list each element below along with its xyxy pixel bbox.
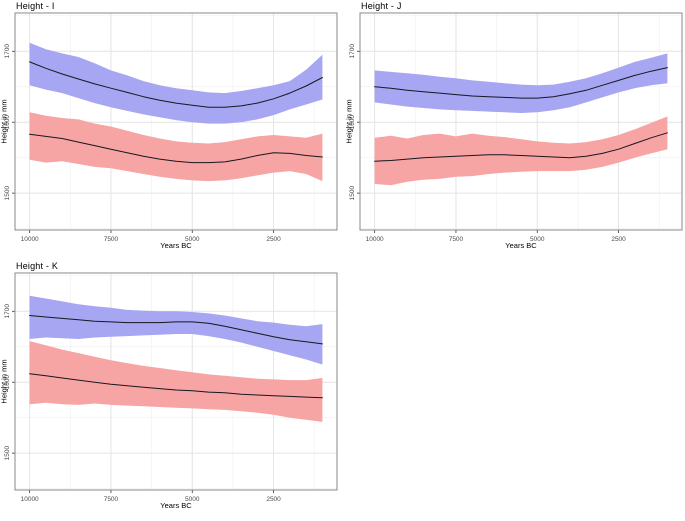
x-tick-label: 2500	[611, 236, 626, 243]
x-tick-label: 2500	[266, 236, 281, 243]
confidence-band-blue-band	[29, 295, 323, 365]
chart-height-k: Height - K Height in mm 10000 7500 5000 250…	[0, 260, 345, 521]
y-tick-label: 1600	[4, 115, 11, 130]
chart-title: Height - J	[361, 1, 402, 11]
plot-panel: 10000 7500 5000 2500 1500 1600 1700	[4, 272, 338, 503]
x-tick-label: 10000	[366, 236, 384, 243]
x-tick-label: 7500	[449, 236, 464, 243]
confidence-band-red-band	[374, 116, 668, 186]
mean-line-blue-band	[29, 315, 323, 345]
confidence-band-red-band	[29, 112, 323, 182]
x-tick-label: 5000	[185, 236, 200, 243]
mean-line-red-band	[29, 373, 323, 399]
x-tick-label: 7500	[104, 496, 119, 503]
chart-height-j: Height - J Height in mm 10000 7500 5000 250…	[345, 0, 685, 260]
panel-border	[14, 12, 338, 231]
y-tick-label: 1600	[4, 375, 11, 390]
x-tick-label: 2500	[266, 496, 281, 503]
y-tick-label: 1500	[4, 446, 11, 461]
gridlines	[360, 13, 682, 230]
mean-line-red-band	[29, 133, 323, 164]
x-axis-title: Years BC	[160, 241, 192, 250]
y-tick-label: 1500	[4, 186, 11, 201]
data-layer	[29, 295, 323, 422]
y-tick-label: 1700	[4, 44, 11, 59]
data-layer	[374, 53, 668, 186]
x-tick-label: 7500	[104, 236, 119, 243]
data-layer	[29, 42, 323, 182]
x-tick-label: 5000	[185, 496, 200, 503]
y-tick-label: 1700	[4, 304, 11, 319]
x-tick-label: 5000	[530, 236, 545, 243]
confidence-band-red-band	[29, 341, 323, 422]
chart-title: Height - I	[16, 1, 55, 11]
x-axis-title: Years BC	[160, 501, 192, 510]
y-tick-label: 1500	[349, 186, 356, 201]
mean-line-blue-band	[29, 61, 323, 108]
plot-panel: 10000 7500 5000 2500 1500 1600 1700	[349, 12, 683, 243]
x-tick-label: 10000	[21, 496, 39, 503]
y-tick-label: 1700	[349, 44, 356, 59]
chart-title: Height - K	[16, 261, 59, 271]
panel-border	[359, 12, 683, 231]
y-tick-label: 1600	[349, 115, 356, 130]
mean-line-blue-band	[374, 67, 668, 99]
x-tick-label: 10000	[21, 236, 39, 243]
mean-line-red-band	[374, 132, 668, 162]
confidence-band-blue-band	[29, 42, 323, 124]
empty-cell	[345, 260, 685, 521]
x-axis-title: Years BC	[505, 241, 537, 250]
confidence-band-blue-band	[374, 53, 668, 113]
panel-border	[14, 272, 338, 491]
plot-panel: 10000 7500 5000 2500 1500 1600 1700	[4, 12, 338, 243]
chart-height-i: Height - I Height in mm 10000 7500 5000 250…	[0, 0, 345, 260]
